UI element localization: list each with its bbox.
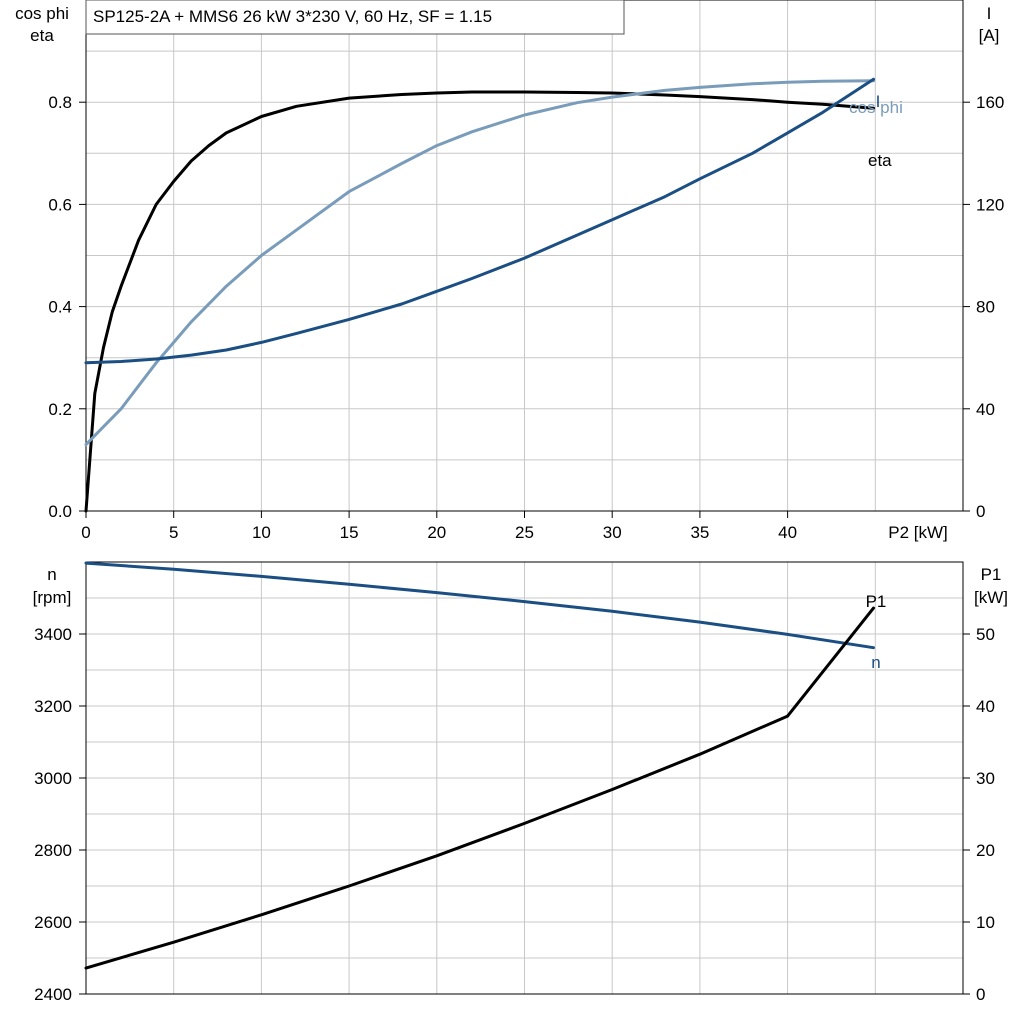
top-ticks: 0 5 10 15 20 25 30 35 40 0.0 0.2 0.4 0.6 0.8 0 40 80 120 1… — [48, 93, 1004, 542]
bottom-plot: 2400 2600 2800 3000 3200 3400 0 10 20 30 40 50 n [r… — [33, 561, 1008, 1004]
left-y-tick-label: 0.8 — [48, 93, 72, 112]
bottom-curves — [84, 561, 875, 970]
left-y-tick-label: 0.2 — [48, 400, 72, 419]
left-y-tick-label: 0.0 — [48, 502, 72, 521]
bottom-ticks: 2400 2600 2800 3000 3200 3400 0 10 20 30 40 50 — [34, 625, 995, 1004]
series-p1 — [84, 606, 875, 970]
label-n: n — [871, 653, 880, 672]
x-tick-label: 15 — [340, 523, 359, 542]
right-axis-label-a: [A] — [979, 26, 1000, 45]
right-y-tick-label: 20 — [976, 841, 995, 860]
x-tick-label: 0 — [81, 523, 90, 542]
left-y-tick-label: 3400 — [34, 625, 72, 644]
right-y-tick-label: 50 — [976, 625, 995, 644]
top-curves — [84, 77, 875, 513]
right-y-tick-label: 30 — [976, 769, 995, 788]
chart-title: SP125-2A + MMS6 26 kW 3*230 V, 60 Hz, SF… — [93, 7, 492, 26]
left-axis-label-eta: eta — [30, 26, 54, 45]
left-y-tick-label: 2600 — [34, 913, 72, 932]
label-cos-phi: cos phi — [849, 98, 903, 117]
right-y-tick-label: 120 — [976, 195, 1004, 214]
x-tick-label: 5 — [169, 523, 178, 542]
right-y-tick-label: 40 — [976, 400, 995, 419]
x-tick-label: 30 — [603, 523, 622, 542]
right-y-tick-label: 80 — [976, 298, 995, 317]
right-y-tick-label: 160 — [976, 93, 1004, 112]
series-eta — [84, 90, 875, 513]
right-y-tick-label: 0 — [976, 502, 985, 521]
left-y-tick-label: 0.4 — [48, 298, 72, 317]
left-y-tick-label: 3200 — [34, 697, 72, 716]
right-axis-label-i: I — [987, 4, 992, 23]
left-y-tick-label: 2800 — [34, 841, 72, 860]
right-y-tick-label: 0 — [976, 985, 985, 1004]
x-tick-label: 25 — [515, 523, 534, 542]
label-p1: P1 — [866, 592, 887, 611]
x-tick-label: 20 — [427, 523, 446, 542]
x-axis-label: P2 [kW] — [888, 523, 948, 542]
top-plot: 0 5 10 15 20 25 30 35 40 0.0 0.2 0.4 0.6 0.8 0 40 80 120 1… — [15, 0, 1004, 542]
right-axis-label-kw: [kW] — [974, 588, 1008, 607]
right-y-tick-label: 40 — [976, 697, 995, 716]
title-box — [85, 0, 625, 35]
label-i: I — [876, 92, 881, 111]
series-cos-phi — [84, 79, 875, 447]
top-grid — [86, 0, 963, 511]
right-axis-label-p1: P1 — [981, 565, 1002, 584]
left-axis-label-rpm: [rpm] — [33, 588, 72, 607]
series-i — [84, 77, 875, 365]
right-y-tick-label: 10 — [976, 913, 995, 932]
series-n — [84, 561, 875, 650]
left-y-tick-label: 2400 — [34, 985, 72, 1004]
x-tick-label: 10 — [252, 523, 271, 542]
left-axis-label-cosphi: cos phi — [15, 4, 69, 23]
left-y-tick-label: 0.6 — [48, 195, 72, 214]
left-y-tick-label: 3000 — [34, 769, 72, 788]
label-eta: eta — [868, 151, 892, 170]
left-axis-label-n: n — [47, 565, 56, 584]
x-tick-label: 35 — [690, 523, 709, 542]
bottom-grid — [86, 562, 963, 994]
x-tick-label: 40 — [778, 523, 797, 542]
